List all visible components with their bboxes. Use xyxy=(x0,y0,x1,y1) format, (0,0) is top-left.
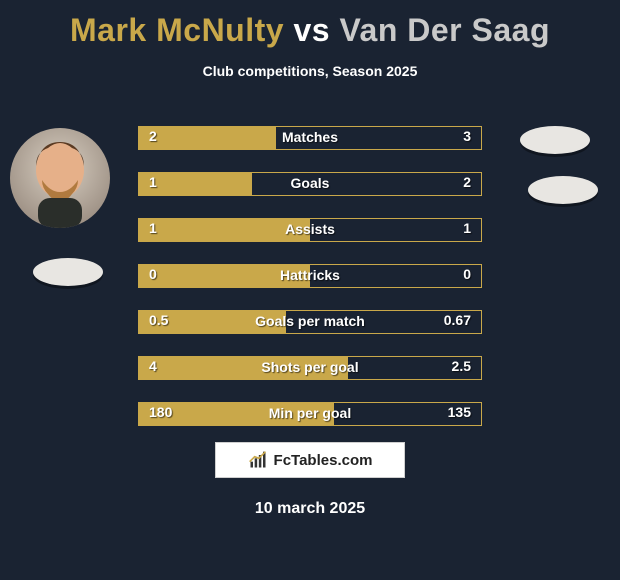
player1-name: Mark McNulty xyxy=(70,12,284,48)
stat-bar-row: Goals1 2 xyxy=(138,172,482,196)
subtitle: Club competitions, Season 2025 xyxy=(0,63,620,79)
stat-bar-row: Matches2 3 xyxy=(138,126,482,150)
stat-bar-label: Shots per goal xyxy=(139,359,481,375)
stat-bar-row: Goals per match0.5 0.67 xyxy=(138,310,482,334)
stat-bar-label: Hattricks xyxy=(139,267,481,283)
stat-bar-value-right: 2 xyxy=(463,174,471,190)
player2-team-badge-1 xyxy=(520,126,590,154)
stat-bar-value-left: 180 xyxy=(149,404,172,420)
stat-bar-value-right: 3 xyxy=(463,128,471,144)
stat-bar-value-left: 0 xyxy=(149,266,157,282)
stat-bars: Matches23Goals12Assists11Hattricks00Goal… xyxy=(138,126,482,448)
stat-bar-value-right: 0.67 xyxy=(444,312,471,328)
stat-bar-value-right: 1 xyxy=(463,220,471,236)
comparison-title: Mark McNulty vs Van Der Saag xyxy=(0,0,620,49)
stat-bar-value-right: 0 xyxy=(463,266,471,282)
branding-badge: FcTables.com xyxy=(215,442,405,478)
stat-bar-label: Matches xyxy=(139,129,481,145)
player1-avatar xyxy=(10,128,110,228)
stat-bar-row: Shots per goal4 2.5 xyxy=(138,356,482,380)
stat-bar-value-left: 1 xyxy=(149,174,157,190)
stat-bar-value-left: 2 xyxy=(149,128,157,144)
stat-bar-value-left: 1 xyxy=(149,220,157,236)
vs-text: vs xyxy=(293,12,330,48)
date-text: 10 march 2025 xyxy=(0,500,620,518)
chart-icon xyxy=(248,450,268,470)
stat-bar-row: Assists1 1 xyxy=(138,218,482,242)
stat-bar-label: Min per goal xyxy=(139,405,481,421)
branding-text: FcTables.com xyxy=(274,452,373,469)
stat-bar-label: Assists xyxy=(139,221,481,237)
player1-team-badge xyxy=(33,258,103,286)
stat-bar-value-left: 4 xyxy=(149,358,157,374)
stat-bar-value-right: 135 xyxy=(448,404,471,420)
player2-name: Van Der Saag xyxy=(339,12,550,48)
stat-bar-label: Goals xyxy=(139,175,481,191)
stat-bar-row: Hattricks0 0 xyxy=(138,264,482,288)
player2-team-badge-2 xyxy=(528,176,598,204)
stat-bar-label: Goals per match xyxy=(139,313,481,329)
stat-bar-row: Min per goal180 135 xyxy=(138,402,482,426)
stat-bar-value-left: 0.5 xyxy=(149,312,168,328)
stat-bar-value-right: 2.5 xyxy=(452,358,471,374)
